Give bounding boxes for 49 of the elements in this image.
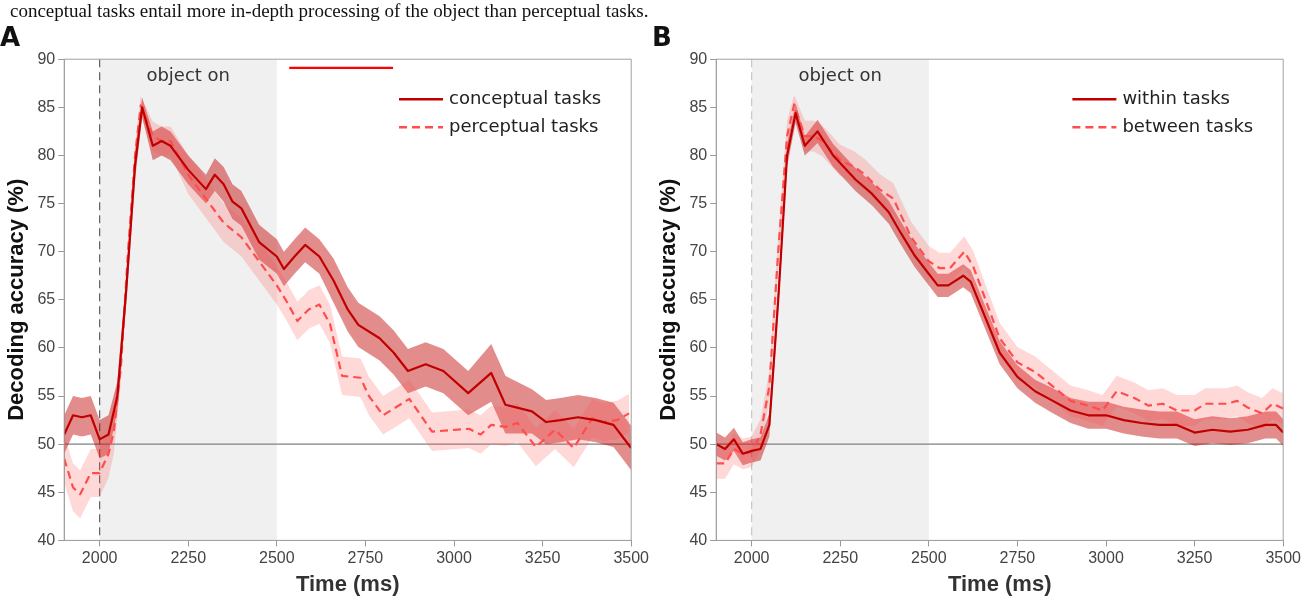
chart-title: B xyxy=(652,22,672,53)
x-axis-title: Time (ms) xyxy=(295,570,400,596)
legend-label: within tasks xyxy=(1122,86,1230,108)
x-tick-label: 2500 xyxy=(911,549,947,567)
y-tick-label: 60 xyxy=(37,338,56,356)
x-tick-label: 2750 xyxy=(999,549,1036,567)
legend-label: conceptual tasks xyxy=(449,86,602,108)
legend-label: between tasks xyxy=(1122,114,1254,136)
y-tick-label: 55 xyxy=(37,386,56,404)
x-tick-label: 3000 xyxy=(436,549,472,567)
y-tick-label: 50 xyxy=(37,434,56,452)
y-tick-label: 40 xyxy=(37,530,56,548)
y-tick-label: 55 xyxy=(689,386,708,404)
y-tick-label: 65 xyxy=(689,290,708,308)
x-tick-label: 3000 xyxy=(1088,549,1124,567)
y-tick-label: 60 xyxy=(689,338,708,356)
x-tick-label: 2250 xyxy=(822,549,859,567)
chart-title: A xyxy=(0,22,21,53)
y-tick-label: 80 xyxy=(689,145,708,163)
x-tick-label: 2250 xyxy=(170,549,207,567)
legend-label: perceptual tasks xyxy=(449,114,599,136)
y-tick-label: 90 xyxy=(689,49,708,67)
y-tick-label: 85 xyxy=(689,97,708,115)
y-tick-label: 45 xyxy=(37,482,56,500)
x-tick-label: 3250 xyxy=(524,549,561,567)
y-tick-label: 70 xyxy=(689,242,708,260)
band-label: object on xyxy=(798,63,883,85)
y-axis-title: Decoding accuracy (%) xyxy=(3,178,29,421)
y-tick-label: 45 xyxy=(689,482,708,500)
y-tick-label: 70 xyxy=(37,242,56,260)
x-tick-label: 3500 xyxy=(613,549,650,567)
x-tick-label: 2500 xyxy=(259,549,295,567)
x-tick-label: 2750 xyxy=(347,549,384,567)
y-tick-label: 65 xyxy=(37,290,56,308)
y-tick-label: 50 xyxy=(689,434,708,452)
y-tick-label: 40 xyxy=(689,530,708,548)
text: conceptual tasks entail more in-depth processing of the object than perceptual tasks. xyxy=(10,0,649,21)
x-axis-title: Time (ms) xyxy=(947,570,1052,596)
x-tick-label: 3250 xyxy=(1176,549,1213,567)
band-label: object on xyxy=(146,63,231,85)
y-axis-title: Decoding accuracy (%) xyxy=(655,178,681,421)
x-tick-label: 2000 xyxy=(733,549,770,567)
x-tick-label: 3500 xyxy=(1265,549,1302,567)
x-tick-label: 2000 xyxy=(81,549,118,567)
y-tick-label: 90 xyxy=(37,49,56,67)
y-tick-label: 75 xyxy=(37,193,56,211)
y-tick-label: 85 xyxy=(37,97,56,115)
y-tick-label: 75 xyxy=(689,193,708,211)
y-tick-label: 80 xyxy=(37,145,56,163)
